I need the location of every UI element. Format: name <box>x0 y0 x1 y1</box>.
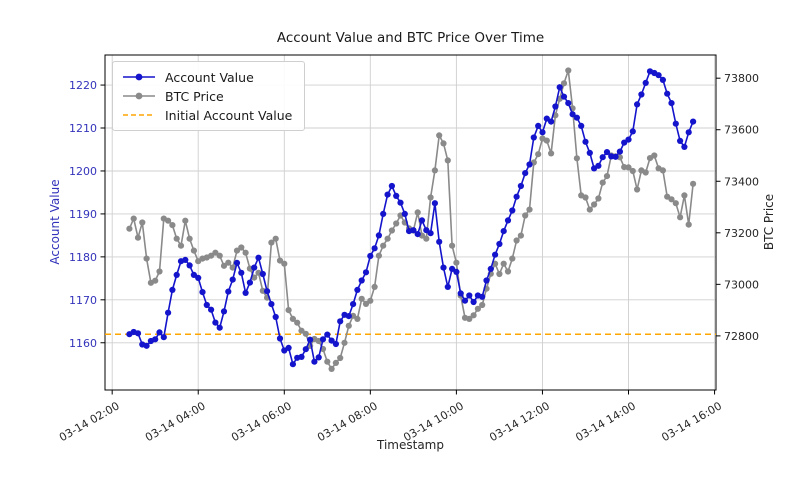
svg-text:73000: 73000 <box>724 278 759 291</box>
svg-text:1170: 1170 <box>69 294 97 307</box>
svg-text:73400: 73400 <box>724 175 759 188</box>
x-axis-label: Timestamp <box>377 438 444 452</box>
svg-text:72800: 72800 <box>724 330 759 343</box>
svg-text:1160: 1160 <box>69 337 97 350</box>
svg-text:1220: 1220 <box>69 79 97 92</box>
legend-item-account-value: Account Value <box>122 69 292 85</box>
legend-dashed-line-sample <box>123 114 155 116</box>
legend-item-label: Initial Account Value <box>165 107 293 123</box>
svg-text:1190: 1190 <box>69 208 97 221</box>
svg-text:1200: 1200 <box>69 165 97 178</box>
y-axis-label-left: Account Value <box>48 179 62 265</box>
svg-text:73200: 73200 <box>724 227 759 240</box>
y-axis-label-right: BTC Price <box>762 193 776 251</box>
svg-text:1180: 1180 <box>69 251 97 264</box>
chart-title: Account Value and BTC Price Over Time <box>276 30 545 46</box>
legend-item-initial-account-value: Initial Account Value <box>122 107 292 123</box>
legend-item-label: BTC Price <box>165 88 224 104</box>
legend-item-label: Account Value <box>165 69 254 85</box>
legend: Account Value BTC Price Initial Account … <box>112 61 306 131</box>
legend-line-marker-sample <box>123 92 155 100</box>
svg-text:73600: 73600 <box>724 124 759 137</box>
legend-item-btc-price: BTC Price <box>122 88 292 104</box>
legend-line-marker-sample <box>123 73 155 81</box>
svg-text:73800: 73800 <box>724 72 759 85</box>
svg-text:1210: 1210 <box>69 122 97 135</box>
